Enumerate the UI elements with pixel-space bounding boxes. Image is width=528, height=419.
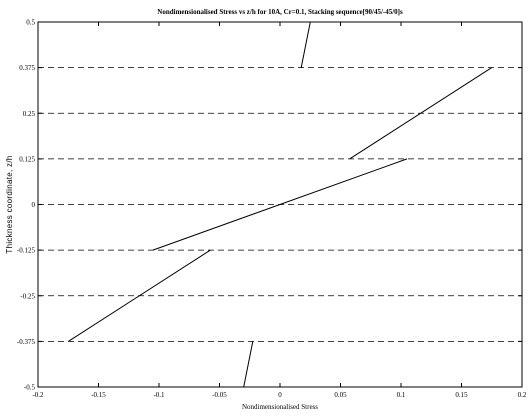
x-axis-label: Nondimensionalised Stress [242, 403, 318, 411]
x-tick-label: 0.2 [518, 391, 527, 399]
y-tick-label: -0.125 [17, 247, 36, 255]
series-layer [68, 21, 493, 388]
y-tick-label: -0.25 [20, 292, 35, 300]
y-tick-label: -0.5 [24, 384, 36, 392]
y-tick-label: 0.25 [23, 110, 36, 118]
x-tick-label: -0.1 [153, 391, 165, 399]
stress-segment-4 [300, 21, 311, 68]
chart-title: Nondimensionalised Stress vs z/h for 10A… [157, 8, 403, 16]
x-tick-label: 0.15 [455, 391, 468, 399]
x-tick-label: 0 [278, 391, 282, 399]
y-tick-label: 0.5 [26, 19, 35, 27]
x-tick-label: -0.05 [212, 391, 227, 399]
y-tick-label: 0.125 [19, 155, 35, 163]
tick-layer: -0.2 -0.15 -0.1 -0.05 0 0.05 0.1 0.15 0.2 -0.5 -0.… [17, 19, 527, 400]
y-tick-label: 0 [32, 201, 36, 209]
y-axis-label: Thickness coordinate, z/h [5, 155, 14, 253]
stress-segment-0 [243, 341, 254, 388]
x-tick-label: 0.05 [334, 391, 347, 399]
y-tick-label: 0.375 [19, 64, 35, 72]
stress-segment-2 [152, 158, 408, 251]
grid-layer [38, 67, 522, 342]
y-tick-label: -0.375 [17, 338, 36, 346]
stress-segment-3 [349, 67, 493, 160]
x-tick-label: -0.15 [91, 391, 106, 399]
x-tick-label: -0.2 [32, 391, 44, 399]
stress-segment-1 [68, 249, 211, 342]
x-tick-label: 0.1 [397, 391, 406, 399]
